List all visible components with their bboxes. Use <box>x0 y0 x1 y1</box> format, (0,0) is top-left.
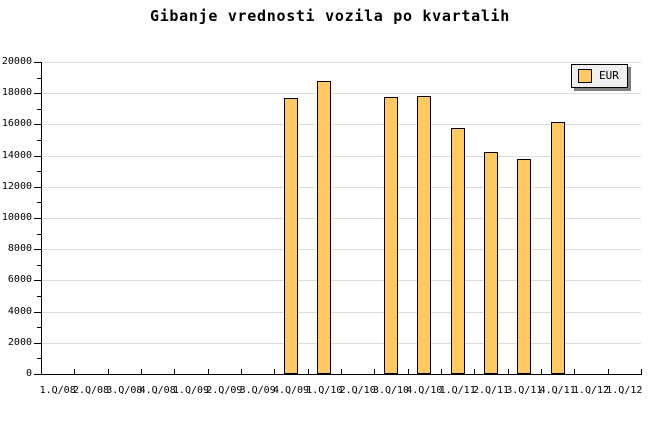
x-axis-label: 3.Q/09 <box>239 385 276 396</box>
y-axis-line <box>41 62 42 375</box>
gridline <box>41 249 641 251</box>
y-axis-tick <box>34 124 41 126</box>
x-axis-label: 1.Q/11 <box>439 385 476 396</box>
bar-2-q-11 <box>484 151 498 374</box>
chart-title: Gibanje vrednosti vozila po kvartalih <box>149 7 511 25</box>
x-axis-tick <box>41 369 42 374</box>
bar-4-q-09 <box>284 97 298 374</box>
x-axis-tick <box>74 369 76 374</box>
bar-4-q-10 <box>417 96 432 374</box>
x-axis-label: 1.Q/10 <box>306 385 343 396</box>
gridline <box>41 311 641 313</box>
y-axis-label: 20000 <box>1 56 32 67</box>
y-axis-tick <box>34 218 41 219</box>
bar-3-q-11 <box>517 158 532 374</box>
x-axis-tick <box>641 369 642 374</box>
x-axis-line <box>41 374 642 375</box>
x-axis-label: 4.Q/11 <box>539 385 576 396</box>
x-axis-tick <box>307 369 309 374</box>
gridline <box>41 93 641 95</box>
x-axis-label: 2.Q/11 <box>472 385 510 396</box>
y-axis-label: 8000 <box>7 243 32 255</box>
y-axis-tick <box>34 280 41 282</box>
y-axis-minor-tick <box>37 358 41 360</box>
y-axis-label: 6000 <box>7 274 32 286</box>
x-axis-tick <box>541 369 542 374</box>
y-axis-minor-tick <box>37 171 41 173</box>
x-axis-label: 1.Q/12 <box>572 385 610 396</box>
y-axis-minor-tick <box>37 140 41 141</box>
x-axis-tick <box>374 369 376 374</box>
legend-box: EUR <box>571 64 628 88</box>
gridline <box>41 218 641 219</box>
x-axis-label: 3.Q/08 <box>106 385 143 396</box>
x-axis-label: 1.Q/09 <box>172 385 210 396</box>
x-axis-tick <box>274 369 276 374</box>
x-axis-label: 1.Q/12 <box>606 385 643 396</box>
x-axis-label: 2.Q/08 <box>72 385 110 396</box>
bar-4-q-11 <box>550 122 565 374</box>
y-axis-tick <box>34 155 41 157</box>
y-axis-label: 16000 <box>1 118 32 130</box>
y-axis-label: 4000 <box>7 305 32 317</box>
x-axis-label: 3.Q/11 <box>506 385 543 396</box>
x-axis-label: 1.Q/08 <box>39 385 76 396</box>
y-axis-minor-tick <box>37 296 41 297</box>
gridline <box>41 62 641 63</box>
y-axis-minor-tick <box>37 264 41 266</box>
y-axis-minor-tick <box>37 202 41 204</box>
x-axis-label: 4.Q/08 <box>139 385 176 396</box>
y-axis-tick <box>34 342 41 344</box>
x-axis-tick <box>607 369 609 374</box>
legend-swatch-icon <box>578 69 592 83</box>
x-axis-label: 4.Q/10 <box>406 385 443 396</box>
x-axis-label: 4.Q/09 <box>272 385 310 396</box>
x-axis-tick <box>174 369 176 374</box>
x-axis-tick <box>441 369 442 374</box>
x-axis-tick <box>507 369 509 374</box>
y-axis-minor-tick <box>37 233 41 235</box>
y-axis-tick <box>34 93 41 95</box>
y-axis-minor-tick <box>37 327 41 329</box>
y-axis-minor-tick <box>37 77 41 79</box>
y-axis-label: 12000 <box>1 180 32 192</box>
x-axis-label: 3.Q/10 <box>372 385 410 396</box>
y-axis-tick <box>34 62 41 63</box>
y-axis-tick <box>34 374 41 375</box>
bar-1-q-11 <box>450 127 465 374</box>
x-axis-label: 2.Q/09 <box>206 385 243 396</box>
x-axis-tick <box>574 369 576 374</box>
x-axis-tick <box>207 369 209 374</box>
y-axis-label: 0 <box>25 368 32 379</box>
x-axis-label: 2.Q/10 <box>339 385 376 396</box>
x-axis-tick <box>474 369 476 374</box>
gridline <box>41 124 641 126</box>
legend-label: EUR <box>599 69 619 82</box>
x-axis-tick <box>407 369 409 374</box>
y-axis-tick <box>34 311 41 313</box>
gridline <box>41 342 641 344</box>
y-axis-tick <box>34 186 41 188</box>
y-axis-tick <box>34 249 41 251</box>
gridline <box>41 280 641 282</box>
y-axis-minor-tick <box>37 108 41 110</box>
bar-1-q-10 <box>317 80 332 374</box>
x-axis-tick <box>141 369 142 374</box>
gridline <box>41 186 641 188</box>
x-axis-tick <box>341 369 342 374</box>
y-axis-label: 10000 <box>1 212 32 223</box>
y-axis-label: 18000 <box>1 87 32 99</box>
y-axis-label: 2000 <box>7 336 32 348</box>
x-axis-tick <box>241 369 242 374</box>
y-axis-label: 14000 <box>1 149 32 161</box>
gridline <box>41 155 641 157</box>
bar-3-q-10 <box>384 97 398 374</box>
x-axis-tick <box>107 369 109 374</box>
